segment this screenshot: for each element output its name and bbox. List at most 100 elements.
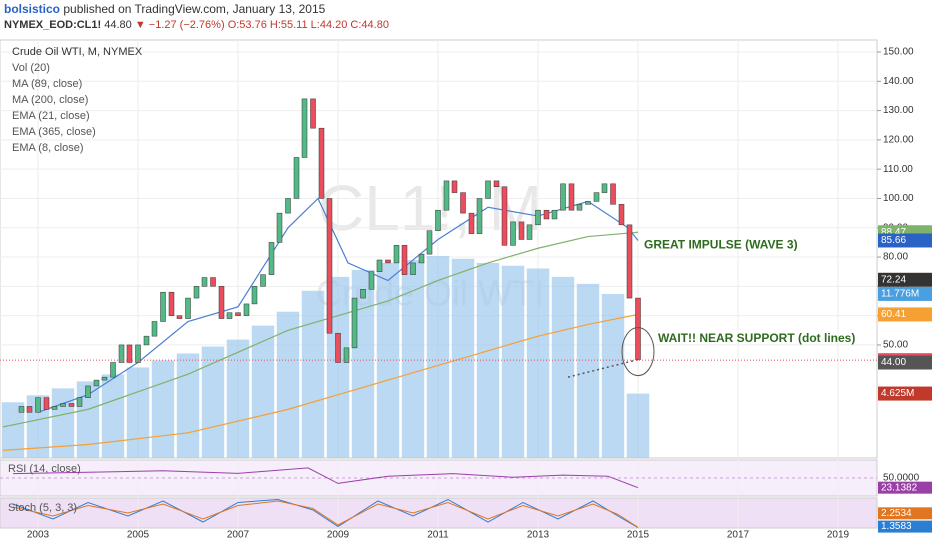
candle (243, 303, 250, 316)
y-tick-label: 130.00 (883, 105, 914, 116)
candle (535, 209, 541, 226)
stoch-badge-label: 1.3583 (881, 521, 912, 532)
price-badge (878, 307, 932, 322)
x-tick-label: 2017 (727, 530, 750, 541)
candle (368, 271, 375, 290)
candle (593, 192, 600, 202)
volume-bar (301, 290, 325, 458)
y-tick-label: 100.00 (883, 193, 914, 204)
y-tick-label: 80.00 (883, 252, 908, 263)
y-tick-label: 120.00 (883, 135, 914, 146)
symbol: NYMEX_EOD:CL1! (4, 19, 102, 31)
candle (376, 259, 383, 272)
price-badge-label: 72.24 (881, 274, 906, 285)
x-tick-label: 2015 (627, 530, 650, 541)
candle (260, 274, 266, 287)
candle (276, 212, 283, 243)
candle (351, 297, 358, 349)
volume-bar (251, 325, 275, 458)
volume-bar (151, 360, 175, 458)
legend-entry: Crude Oil WTI, M, NYMEX (12, 46, 143, 58)
ma-line (2, 313, 639, 451)
volume-bar (401, 260, 425, 458)
candle (626, 224, 633, 299)
price-badge (878, 386, 932, 401)
candle (318, 127, 325, 199)
stoch-badge-label: 2.2534 (881, 508, 912, 519)
candle (251, 286, 258, 305)
candle (185, 297, 191, 319)
change: ▼ −1.27 (−2.76%) (134, 19, 225, 31)
candle (43, 397, 50, 410)
candle (160, 291, 166, 322)
candle (118, 344, 125, 363)
published: published on TradingView.com, January 13… (63, 2, 326, 16)
volume-bar (576, 283, 600, 458)
x-tick-label: 2009 (327, 530, 350, 541)
legend-entry: EMA (365, close) (12, 126, 96, 138)
price-badge-label: 44.00 (881, 357, 906, 368)
highlight-ellipse (621, 327, 655, 377)
annotation: GREAT IMPULSE (WAVE 3) (644, 238, 798, 252)
y-tick-label: 150.00 (883, 47, 914, 58)
candle (568, 183, 575, 211)
legend-entry: Vol (20) (12, 62, 50, 74)
author[interactable]: bolsistico (4, 2, 61, 16)
candle (601, 183, 608, 193)
candle (443, 180, 450, 211)
ohlc: O:53.76 H:55.11 L:44.20 C:44.80 (227, 19, 389, 31)
price-badge-label: 85.66 (881, 235, 906, 246)
ma-line (2, 231, 639, 428)
volume-bar (601, 293, 625, 458)
candle (168, 291, 175, 316)
candle (485, 180, 491, 199)
candle (360, 289, 366, 299)
candle (193, 286, 200, 299)
candle (526, 224, 533, 240)
x-tick-label: 2013 (527, 530, 550, 541)
price-badge (878, 355, 932, 370)
y-tick-label: 110.00 (883, 164, 913, 175)
header-line-1: bolsistico published on TradingView.com,… (4, 2, 325, 16)
candle (201, 277, 208, 287)
candle (326, 198, 333, 334)
candle (618, 204, 625, 226)
candle (501, 186, 508, 246)
rsi-line (12, 467, 639, 489)
support-line (567, 358, 639, 378)
volume-bar (51, 388, 75, 458)
candle (576, 204, 583, 211)
candle (176, 315, 183, 319)
candle (385, 259, 391, 264)
candle (426, 230, 433, 255)
last: 44.80 (104, 19, 132, 31)
candle (143, 335, 150, 346)
candle (68, 403, 75, 407)
candle (126, 344, 133, 363)
legend-entry: MA (200, close) (12, 94, 88, 106)
stoch-d-line (12, 500, 639, 528)
candle (451, 180, 458, 193)
price-badge-label: 88.47 (881, 227, 906, 238)
candle (85, 385, 91, 398)
candle (401, 245, 408, 275)
volume-bar (176, 353, 200, 458)
candle (18, 406, 25, 413)
volume-bar (551, 276, 575, 458)
candle (343, 347, 350, 363)
volume-bar (326, 276, 350, 458)
stoch-k-line (12, 498, 639, 529)
volume-bar (76, 381, 100, 458)
price-badge (878, 272, 932, 287)
volume-bar (526, 268, 550, 458)
volume-bar (476, 262, 500, 458)
candle (543, 209, 550, 220)
volume-bar (1, 402, 25, 458)
volume-bar (426, 255, 450, 458)
candle (93, 379, 100, 387)
candle (560, 183, 566, 211)
pane-label: Stoch (5, 3, 3) (8, 502, 77, 514)
price-badge (878, 233, 932, 248)
candle (35, 397, 41, 413)
